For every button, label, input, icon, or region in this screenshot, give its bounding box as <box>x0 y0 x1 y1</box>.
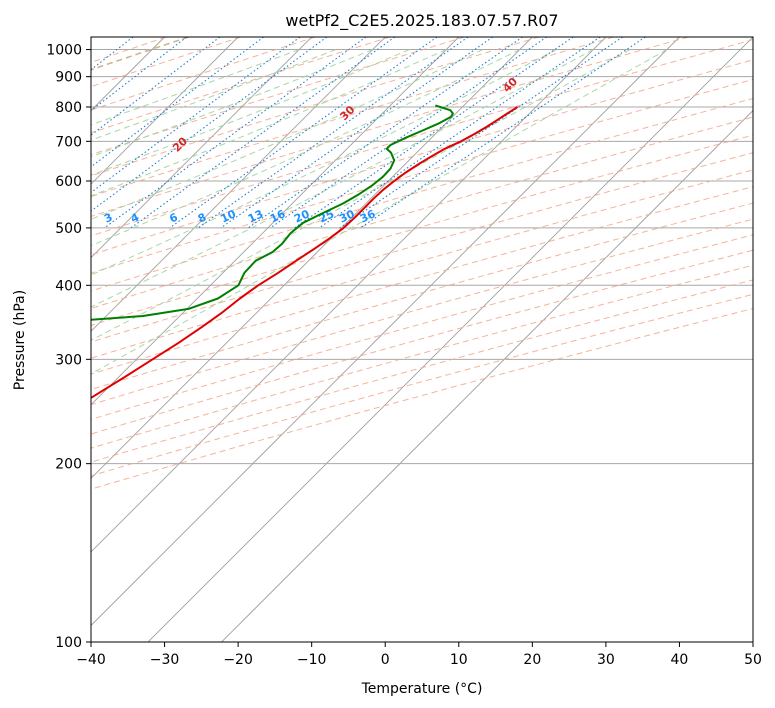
y-axis-label: Pressure (hPa) <box>12 290 28 390</box>
x-tick-label: 50 <box>744 652 762 668</box>
y-axis-ticks: 100 200 300 400 500 600 700 800 900 1000 <box>46 43 91 651</box>
dry-adiabat-line <box>91 39 753 237</box>
sounding-profiles <box>91 104 519 399</box>
background-lines <box>91 37 753 642</box>
mixing-ratio-label: 36 <box>358 207 378 225</box>
dry-adiabat-line <box>91 234 753 421</box>
dry-adiabat-line <box>91 37 465 156</box>
moist-adiabat-line <box>91 49 557 276</box>
x-tick-label: 0 <box>381 652 390 668</box>
y-tick-label: 800 <box>55 100 82 116</box>
dry-adiabat-line <box>91 37 689 217</box>
y-tick-label: 400 <box>55 278 82 294</box>
mixing-ratio-line <box>91 37 264 168</box>
mixing-ratio-line <box>197 37 469 229</box>
dry-adiabat-line <box>91 37 614 198</box>
isotherm-line <box>91 37 607 553</box>
moist-adiabat-line <box>91 49 373 158</box>
moist-adiabat-line <box>91 49 447 197</box>
moist-adiabat-line <box>91 49 521 247</box>
dry-adiabat-line <box>91 134 753 326</box>
x-tick-label: −40 <box>76 652 106 668</box>
mixing-ratio-label: 16 <box>268 207 288 225</box>
mixing-ratio-label: 10 <box>219 207 239 225</box>
isotherm-line <box>221 109 753 642</box>
y-tick-label: 500 <box>55 221 82 237</box>
mixing-ratio-line <box>294 37 574 229</box>
isotherm-line <box>91 37 460 406</box>
x-axis-label: Temperature (°C) <box>361 681 483 697</box>
dry-adiabat-line <box>91 186 753 375</box>
dry-adiabat-line <box>91 218 753 406</box>
mixing-ratio-line <box>91 37 301 194</box>
y-tick-label: 100 <box>55 635 82 651</box>
dry-adiabat-line <box>91 59 753 256</box>
mixing-ratio-label: 13 <box>246 207 265 225</box>
dry-adiabat-line <box>91 152 753 343</box>
y-tick-label: 1000 <box>46 43 82 59</box>
moist-adiabat-line <box>91 49 484 220</box>
dry-adiabat-line <box>91 293 753 477</box>
x-tick-label: 10 <box>450 652 468 668</box>
moist-adiabat-line <box>91 49 300 126</box>
x-tick-label: −10 <box>297 652 327 668</box>
x-tick-label: −30 <box>150 652 180 668</box>
y-tick-label: 300 <box>55 352 82 368</box>
y-tick-label: 900 <box>55 70 82 86</box>
mixing-ratio-line <box>91 37 187 112</box>
x-axis-ticks: −40 −30 −20 −10 0 10 20 30 40 50 <box>76 642 762 668</box>
chart-title: wetPf2_C2E5.2025.183.07.57.R07 <box>285 11 558 31</box>
mixing-ratio-label: 25 <box>317 207 336 225</box>
isotherm-line <box>91 37 680 627</box>
moist-adiabat-line <box>91 49 631 341</box>
isotherm-line <box>91 37 533 479</box>
mixing-ratio-line <box>339 37 623 229</box>
dry-adiabat-line <box>91 37 241 88</box>
x-tick-label: 20 <box>523 652 541 668</box>
isotherm-line <box>91 37 239 185</box>
mixing-ratio-line <box>220 37 493 229</box>
dry-adiabat-line <box>91 308 753 490</box>
x-tick-label: 30 <box>597 652 615 668</box>
mixing-ratio-line <box>91 37 328 212</box>
y-tick-label: 200 <box>55 457 82 473</box>
mixing-ratio-line <box>318 37 601 229</box>
plot-frame <box>90 36 754 643</box>
dry-adiabat-line <box>91 169 753 359</box>
y-tick-label: 700 <box>55 134 82 150</box>
dewpoint-profile-line <box>91 104 454 321</box>
y-tick-label: 600 <box>55 174 82 190</box>
dry-adiabat-line <box>91 37 391 134</box>
isotherm-line <box>147 37 753 642</box>
x-tick-label: −20 <box>223 652 253 668</box>
moist-adiabat-line <box>91 49 668 375</box>
mixing-ratio-line <box>169 37 438 229</box>
dry-adiabat-line <box>91 264 753 449</box>
x-tick-label: 40 <box>671 652 689 668</box>
moist-adiabat-line <box>91 49 594 308</box>
mixing-ratio-line <box>360 37 646 229</box>
temperature-profile-line <box>91 106 519 399</box>
isotherm-line <box>91 37 386 332</box>
mixing-ratio-line <box>91 37 221 136</box>
